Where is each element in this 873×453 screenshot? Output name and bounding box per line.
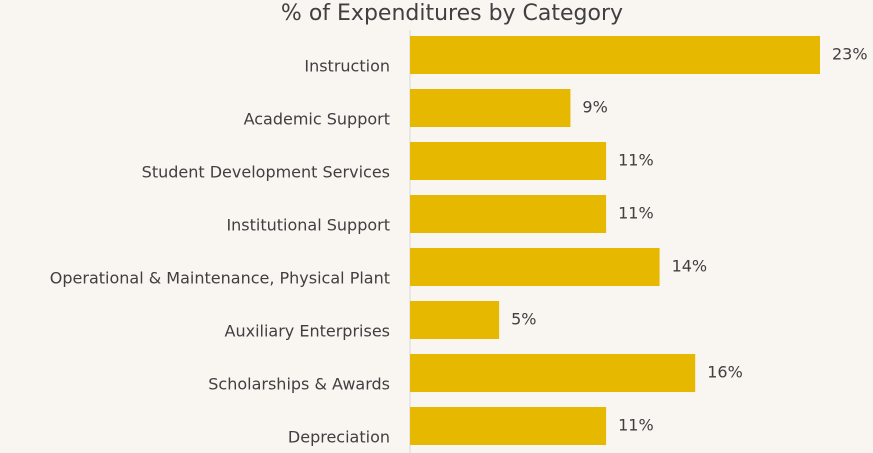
y-tick-label: Scholarships & Awards — [208, 375, 390, 394]
y-tick-label: Instruction — [304, 57, 390, 76]
y-tick-label: Operational & Maintenance, Physical Plan… — [50, 269, 390, 288]
bar — [410, 36, 820, 74]
value-label: 5% — [511, 310, 536, 329]
value-label: 11% — [618, 151, 654, 170]
value-label: 11% — [618, 416, 654, 435]
value-label: 11% — [618, 204, 654, 223]
y-tick-label: Student Development Services — [142, 163, 390, 182]
bar — [410, 354, 696, 392]
y-tick-label: Auxiliary Enterprises — [225, 322, 390, 341]
bar — [410, 142, 607, 180]
bar — [410, 195, 607, 233]
y-tick-label: Institutional Support — [226, 216, 390, 235]
bar — [410, 301, 500, 339]
chart-title: % of Expenditures by Category — [281, 1, 623, 26]
value-label: 16% — [707, 363, 743, 382]
bar — [410, 89, 571, 127]
value-label: 23% — [832, 45, 868, 64]
bar — [410, 407, 607, 445]
bar — [410, 248, 660, 286]
y-tick-label: Academic Support — [244, 110, 390, 129]
value-label: 9% — [582, 98, 607, 117]
value-label: 14% — [672, 257, 708, 276]
y-tick-label: Depreciation — [288, 428, 390, 447]
